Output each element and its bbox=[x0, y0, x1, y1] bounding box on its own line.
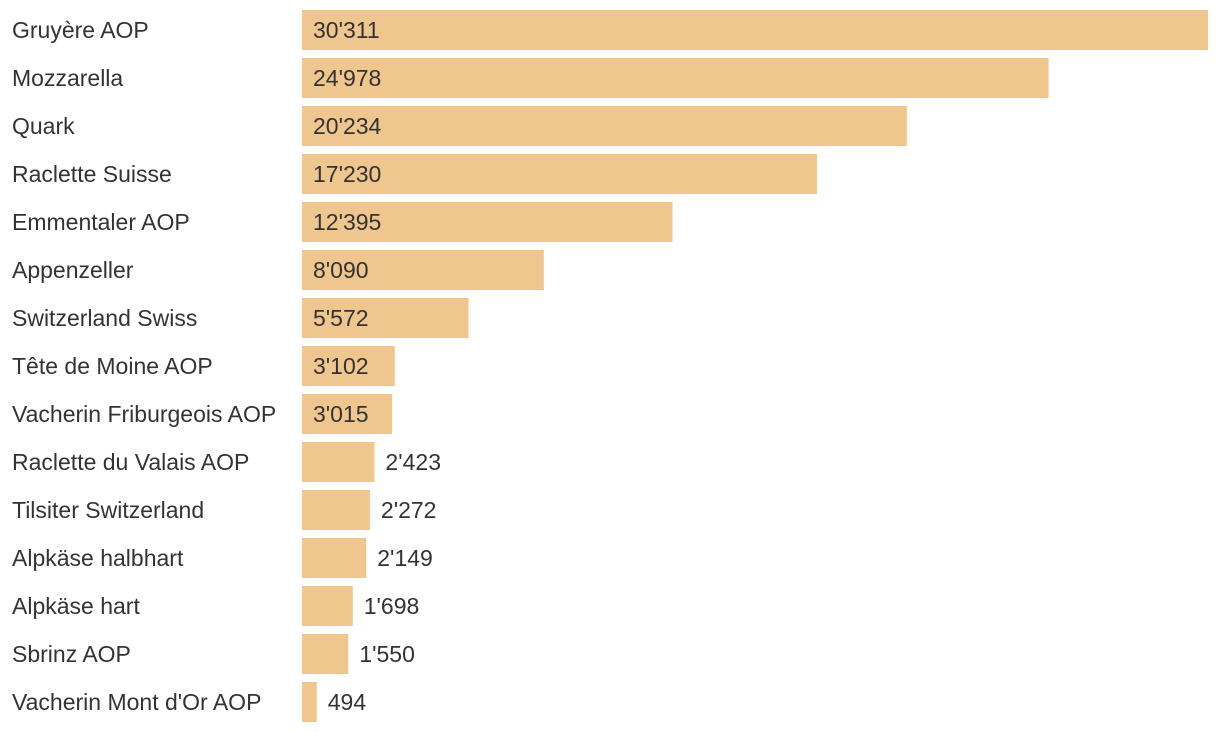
category-label: Raclette Suisse bbox=[12, 161, 172, 187]
category-label: Sbrinz AOP bbox=[12, 641, 131, 667]
value-label: 5'572 bbox=[313, 305, 369, 331]
category-label: Gruyère AOP bbox=[12, 17, 149, 43]
bar bbox=[302, 250, 544, 290]
value-label: 30'311 bbox=[313, 17, 380, 43]
bar bbox=[302, 682, 317, 722]
bar bbox=[302, 298, 469, 338]
value-label: 17'230 bbox=[313, 161, 381, 187]
bar bbox=[302, 634, 349, 674]
category-label: Alpkäse halbhart bbox=[12, 545, 184, 571]
category-label: Vacherin Friburgeois AOP bbox=[12, 401, 276, 427]
value-label: 3'102 bbox=[313, 353, 369, 379]
bar bbox=[302, 394, 393, 434]
bar bbox=[302, 442, 375, 482]
value-label: 1'698 bbox=[364, 593, 420, 619]
bar bbox=[302, 154, 818, 194]
bars bbox=[302, 10, 1208, 722]
value-labels: 30'311 24'978 20'234 17'230 12'395 8'090 5'572… bbox=[313, 17, 441, 715]
value-label: 2'272 bbox=[381, 497, 437, 523]
category-label: Switzerland Swiss bbox=[12, 305, 197, 331]
category-label: Tête de Moine AOP bbox=[12, 353, 213, 379]
bar bbox=[302, 346, 395, 386]
bar bbox=[302, 490, 370, 530]
category-label: Quark bbox=[12, 113, 75, 139]
category-label: Mozzarella bbox=[12, 65, 123, 91]
bar bbox=[302, 106, 907, 146]
category-label: Appenzeller bbox=[12, 257, 134, 283]
category-label: Tilsiter Switzerland bbox=[12, 497, 204, 523]
value-label: 2'149 bbox=[377, 545, 433, 571]
value-label: 2'423 bbox=[385, 449, 441, 475]
value-label: 3'015 bbox=[313, 401, 369, 427]
category-labels: Gruyère AOP Mozzarella Quark Raclette Suiss… bbox=[12, 17, 276, 715]
bar bbox=[302, 10, 1208, 50]
bar bbox=[302, 202, 673, 242]
bar bbox=[302, 586, 353, 626]
category-label: Vacherin Mont d'Or AOP bbox=[12, 689, 261, 715]
category-label: Emmentaler AOP bbox=[12, 209, 190, 235]
value-label: 1'550 bbox=[359, 641, 415, 667]
value-label: 494 bbox=[328, 689, 367, 715]
value-label: 12'395 bbox=[313, 209, 381, 235]
category-label: Raclette du Valais AOP bbox=[12, 449, 249, 475]
category-label: Alpkäse hart bbox=[12, 593, 140, 619]
value-label: 8'090 bbox=[313, 257, 369, 283]
value-label: 20'234 bbox=[313, 113, 382, 139]
bar bbox=[302, 538, 367, 578]
bar bbox=[302, 58, 1049, 98]
value-label: 24'978 bbox=[313, 65, 381, 91]
